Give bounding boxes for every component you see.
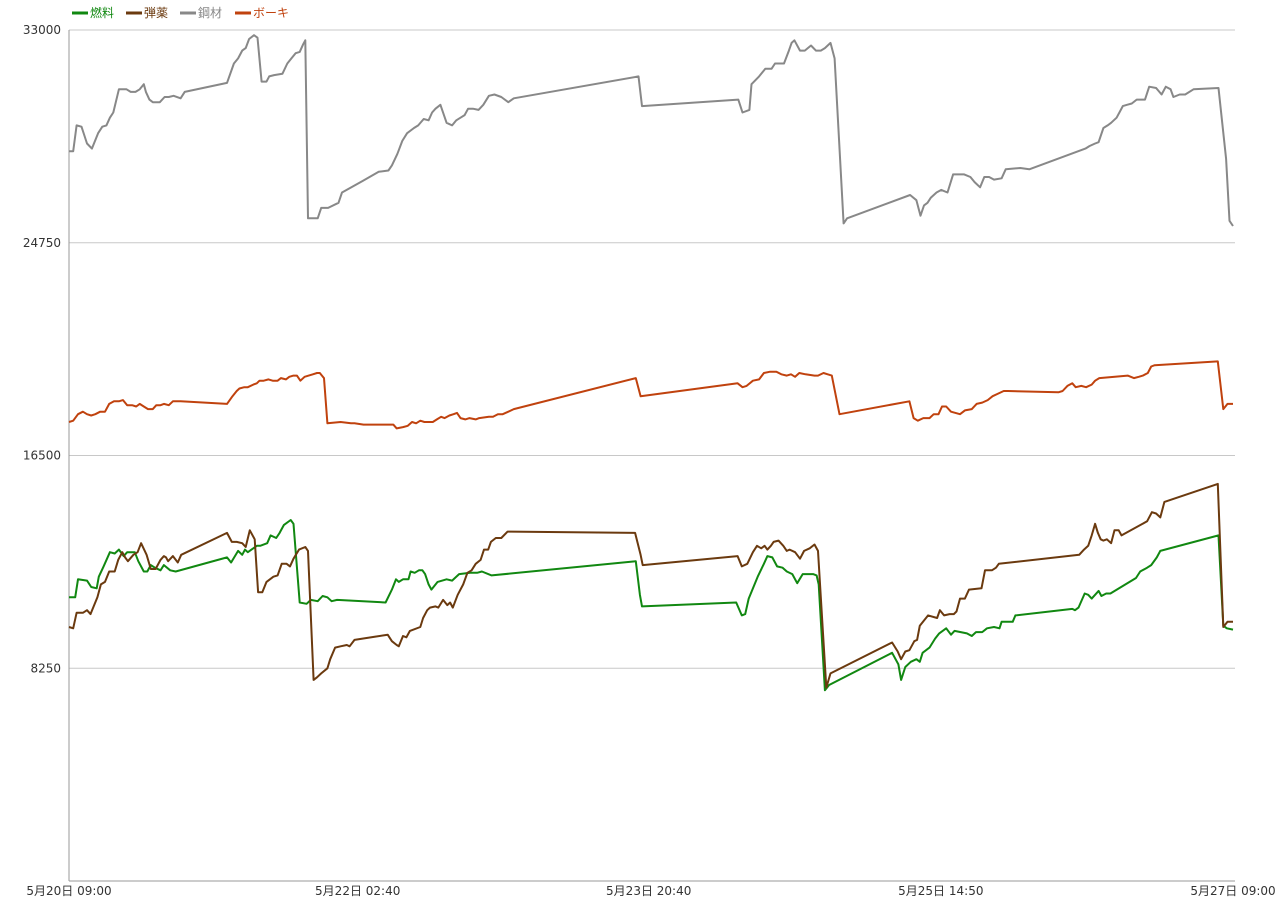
y-tick-label: 8250	[30, 661, 61, 675]
series-line	[68, 360, 1233, 430]
x-tick-label: 5月20日 09:00	[26, 884, 111, 898]
x-tick-labels: 5月20日 09:00 5月22日 02:40 5月23日 20:40 5月25日 1…	[26, 884, 1275, 898]
legend: 燃料 弾薬 鋼材 ボーキ	[72, 5, 289, 20]
x-tick-label: 5月27日 09:00	[1190, 884, 1275, 898]
series-lines	[68, 34, 1234, 692]
legend-label: 鋼材	[198, 6, 222, 20]
y-tick-labels: 33000 24750 16500 8250	[23, 23, 61, 675]
legend-label: ボーキ	[253, 6, 289, 20]
legend-label: 弾薬	[144, 6, 168, 20]
grid-lines	[69, 29, 1235, 669]
series-line	[68, 482, 1233, 689]
y-tick-label: 24750	[23, 236, 61, 250]
legend-label: 燃料	[90, 5, 114, 20]
series-line	[69, 519, 1234, 692]
y-tick-label: 16500	[23, 449, 61, 463]
x-tick-label: 5月22日 02:40	[315, 884, 400, 898]
axes	[68, 30, 1235, 882]
series-line	[69, 34, 1234, 227]
y-tick-label: 33000	[23, 23, 61, 37]
x-tick-label: 5月25日 14:50	[898, 884, 983, 898]
x-tick-label: 5月23日 20:40	[606, 884, 691, 898]
